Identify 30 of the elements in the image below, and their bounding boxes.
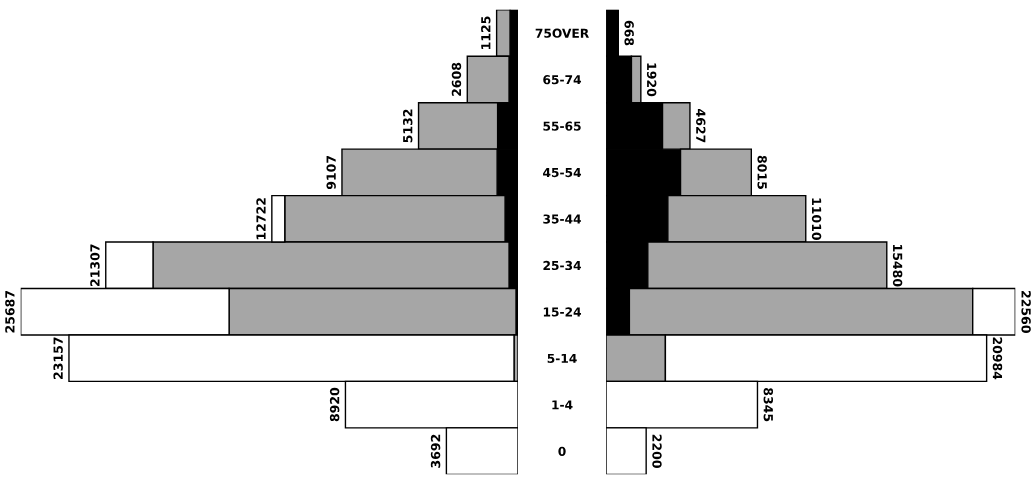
text: 22560 [1021,290,1031,333]
y-tick-label: 45-54 [543,168,582,178]
y-tick-label: 0 [558,446,566,456]
annotation: 668 [624,20,634,46]
annotation: 9107 [326,155,336,190]
annotation: 8015 [757,155,767,189]
annotation: 12722 [256,198,266,240]
y-tick-label: 55-65 [543,121,581,131]
annotation: 5132 [402,109,413,143]
annotation: 21307 [90,244,100,287]
annotation: 23157 [53,337,63,379]
annotation: 8345 [763,388,774,422]
y-tick-label: 25-34 [543,260,582,271]
annotation: 4627 [696,109,706,143]
annotation: 8920 [329,387,340,422]
text: 25687 [5,290,15,333]
annotation: 3692 [430,434,441,468]
annotation: 11010 [811,198,822,240]
annotation: 1920 [646,63,657,97]
y-tick-label: 15-24 [543,307,582,317]
y-tick-label: 35-44 [543,214,582,224]
annotation: 20984 [992,337,1003,380]
annotation: 2608 [451,62,462,96]
y-tick-label: 5-14 [547,353,577,364]
y-tick-label: 75OVER [535,28,589,38]
annotation: 1125 [481,16,491,49]
y-tick-label: 65-74 [543,75,582,85]
annotation: 15480 [892,244,903,287]
annotation: 2200 [652,434,662,468]
y-tick-label: 1-4 [552,400,573,410]
